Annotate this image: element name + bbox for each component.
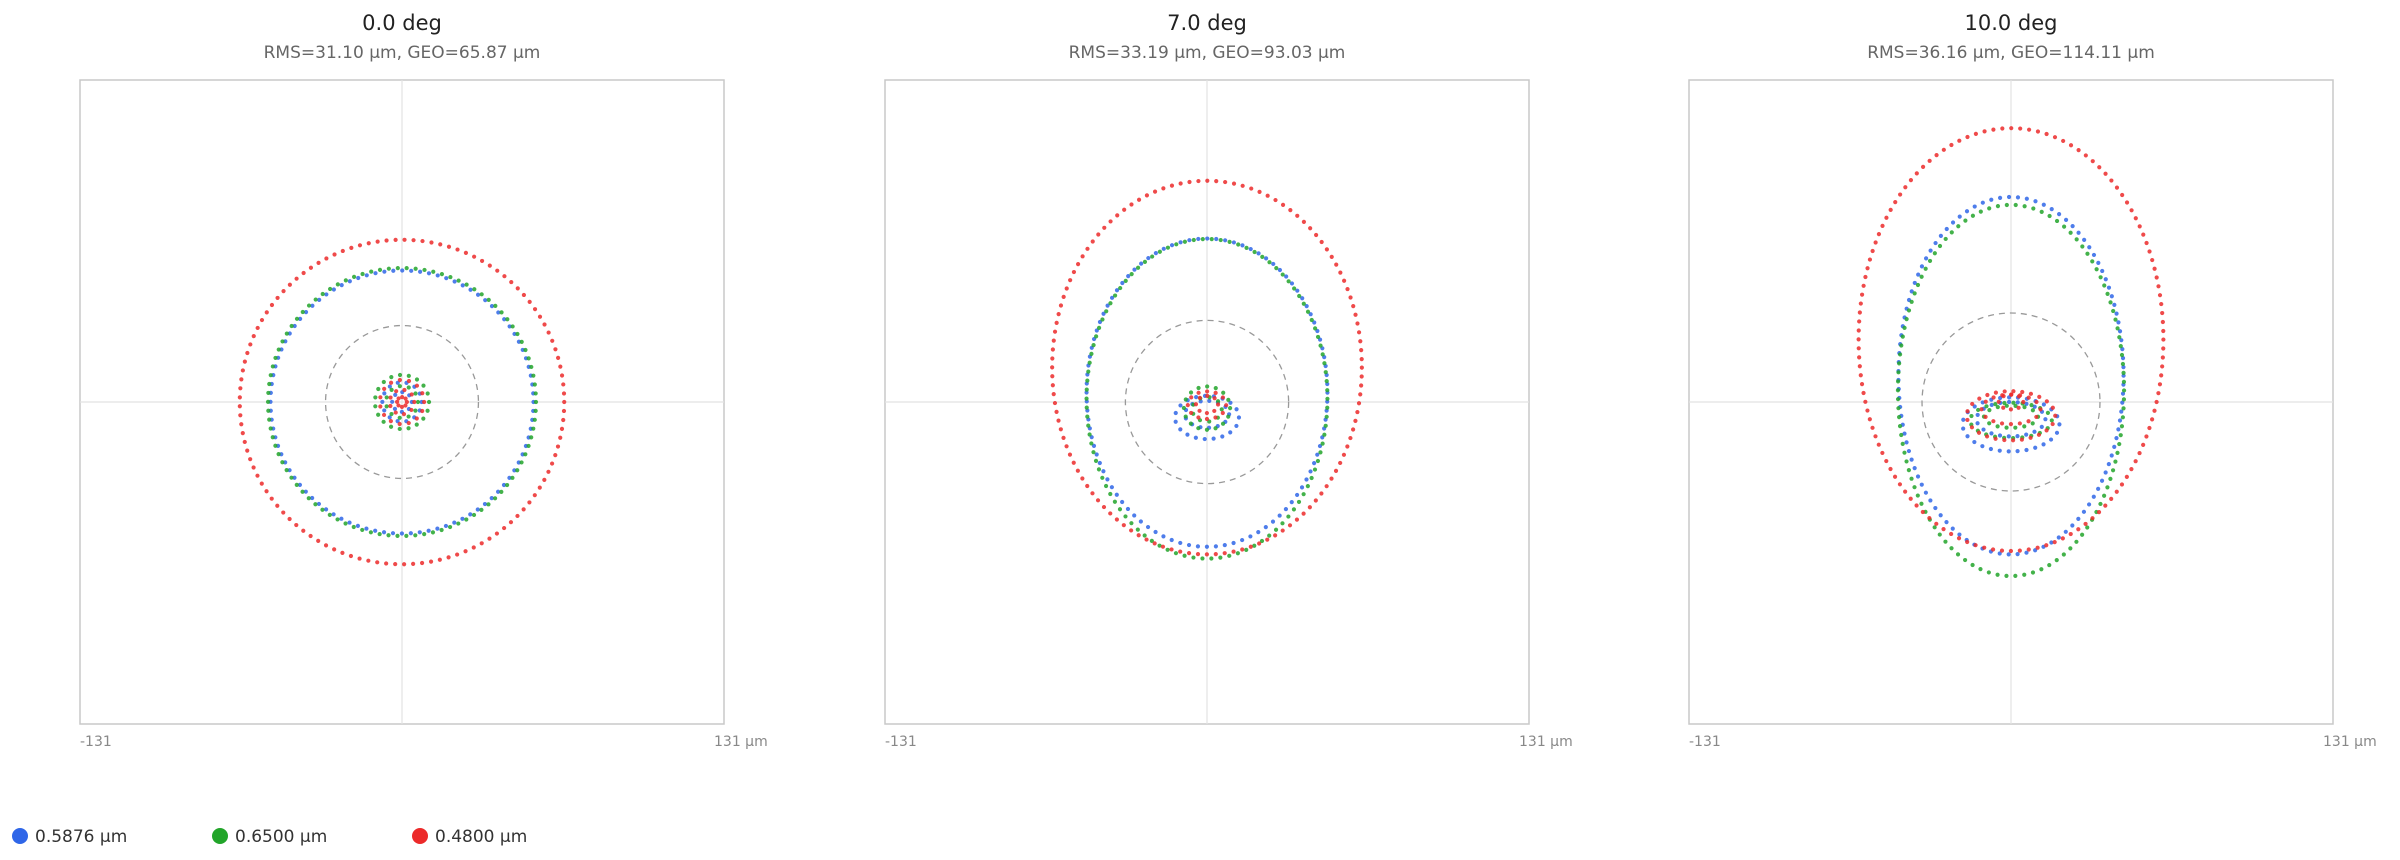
panel-subtitle: RMS=33.19 µm, GEO=93.03 µm (1069, 43, 1346, 63)
spot-ring (1856, 126, 2166, 554)
spot-ring (372, 372, 432, 432)
legend-label: 0.4800 µm (435, 827, 527, 847)
legend-label: 0.5876 µm (35, 827, 127, 847)
x-tick-label: 131 µm (2323, 734, 2377, 750)
spot-ring (1968, 400, 2054, 441)
panel-subtitle: RMS=31.10 µm, GEO=65.87 µm (264, 43, 541, 63)
legend-swatch (212, 828, 228, 844)
spot-ring (1185, 389, 1229, 422)
spot-ring (1193, 393, 1221, 416)
x-tick-label: -131 (885, 734, 917, 750)
legend-swatch (412, 828, 428, 844)
spot-ring (1960, 395, 2062, 454)
spot-ring (265, 265, 539, 539)
spot-ring (394, 394, 410, 410)
spot-ring (1190, 394, 1224, 424)
panel-title: 0.0 deg (362, 11, 442, 35)
spot-ring (380, 380, 424, 424)
spot-ring (1084, 236, 1330, 561)
legend-label: 0.6500 µm (235, 827, 327, 847)
spot-ring (1181, 384, 1233, 432)
spot-ring (237, 237, 567, 567)
rms-circle (324, 324, 480, 480)
spot-ring (1895, 202, 2127, 579)
spot-ring (1050, 178, 1364, 557)
x-tick-label: 131 µm (714, 734, 768, 750)
panel-subtitle: RMS=36.16 µm, GEO=114.11 µm (1867, 43, 2155, 63)
panel-title: 10.0 deg (1964, 11, 2057, 35)
spot-ring (1084, 236, 1330, 549)
spot-ring (268, 268, 536, 536)
spot-ring (387, 387, 417, 417)
spot-ring (390, 390, 414, 414)
spot-ring (377, 377, 427, 427)
x-tick-label: -131 (1689, 734, 1721, 750)
spot-ring (1974, 399, 2048, 439)
rms-circle (1921, 312, 2101, 492)
rms-circle (1124, 319, 1290, 485)
x-tick-label: 131 µm (1519, 734, 1573, 750)
spot-ring (1896, 194, 2126, 557)
spot-ring (1996, 392, 2026, 412)
panel-title: 7.0 deg (1167, 11, 1247, 35)
legend-swatch (12, 828, 28, 844)
x-tick-label: -131 (80, 734, 112, 750)
spot-ring (1964, 389, 2058, 443)
spot-ring (383, 383, 421, 421)
